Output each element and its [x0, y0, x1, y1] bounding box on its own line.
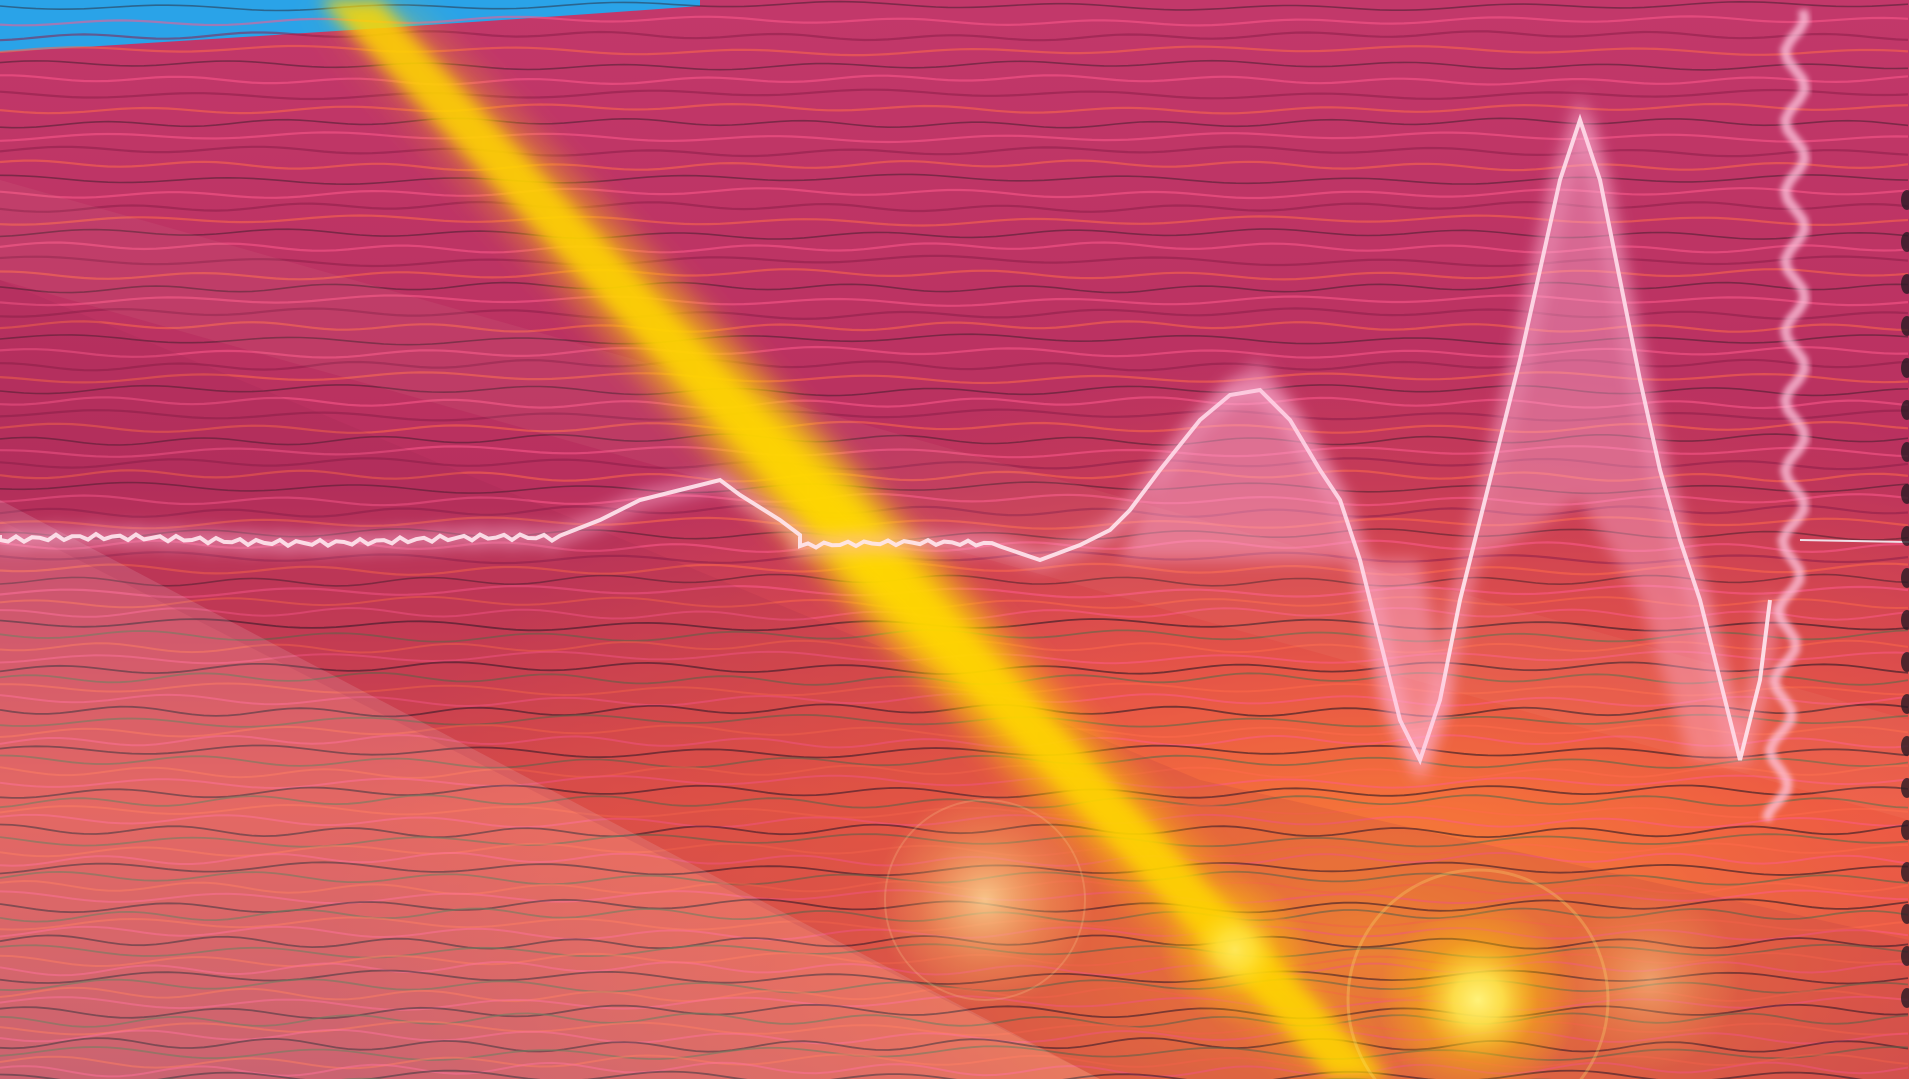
wavy-line	[0, 774, 1909, 790]
edge-notch	[1901, 400, 1909, 420]
wavy-line	[0, 562, 1909, 576]
edge-notch	[1901, 652, 1909, 672]
edge-notch	[1901, 232, 1909, 252]
edge-notch	[1901, 358, 1909, 378]
wavy-line	[0, 754, 1909, 769]
edge-notch	[1901, 820, 1909, 840]
flare-soft-left	[875, 790, 1095, 1010]
wavy-line	[0, 764, 1909, 780]
edge-notch	[1901, 946, 1909, 966]
wavy-line	[0, 102, 1909, 115]
wavy-line	[0, 1037, 1909, 1053]
waveform-spike-fill-left	[1120, 360, 1450, 780]
right-edge-notches	[1901, 190, 1909, 1008]
wavy-line	[0, 1069, 1864, 1079]
wavy-line	[0, 713, 1909, 728]
waveform-tall-spike	[1761, 9, 1810, 823]
edge-notch	[1901, 904, 1909, 924]
edge-notch	[1901, 484, 1909, 504]
edge-notch	[1901, 526, 1909, 546]
wavy-line	[0, 734, 1909, 749]
edge-notch	[1901, 736, 1909, 756]
waveform-tail	[1799, 539, 1909, 543]
edge-notch	[1901, 568, 1909, 588]
wavy-line	[0, 59, 1909, 71]
wavy-line	[0, 550, 1909, 565]
wavy-line	[0, 30, 1909, 42]
wavy-line	[0, 724, 1909, 739]
flare-soft-ring-left	[884, 799, 1086, 1001]
wavy-line	[0, 573, 1909, 587]
edge-notch	[1901, 316, 1909, 336]
lens-flare	[875, 790, 1740, 1079]
wavy-line	[0, 88, 1909, 101]
wavy-line	[0, 1061, 1909, 1078]
wavy-line	[0, 784, 1909, 799]
wavy-line	[0, 1053, 1909, 1070]
edge-notch	[1901, 778, 1909, 798]
waveform-spike-fill-right	[1480, 110, 1740, 760]
wavy-line	[0, 74, 1909, 86]
flare-soft-right	[1560, 890, 1740, 1070]
edge-notch	[1901, 274, 1909, 294]
flare-main	[1378, 900, 1578, 1079]
edge-notch	[1901, 442, 1909, 462]
flare-secondary	[1160, 875, 1310, 1025]
edge-notch	[1901, 988, 1909, 1008]
wavy-line	[0, 516, 1909, 530]
edge-notch	[1901, 694, 1909, 714]
edge-notch	[1901, 190, 1909, 210]
edge-notch	[1901, 862, 1909, 882]
waveform	[0, 9, 1909, 823]
translucent-panel-lower-left	[0, 500, 1100, 1079]
wavy-line	[0, 44, 1909, 57]
wavy-line	[0, 1045, 1909, 1062]
edge-notch	[1901, 610, 1909, 630]
wavy-line	[0, 744, 1909, 759]
